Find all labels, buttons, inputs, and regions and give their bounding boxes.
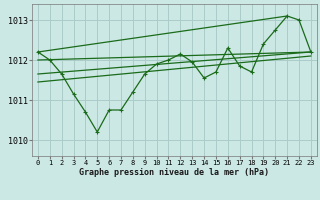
X-axis label: Graphe pression niveau de la mer (hPa): Graphe pression niveau de la mer (hPa) [79,168,269,177]
